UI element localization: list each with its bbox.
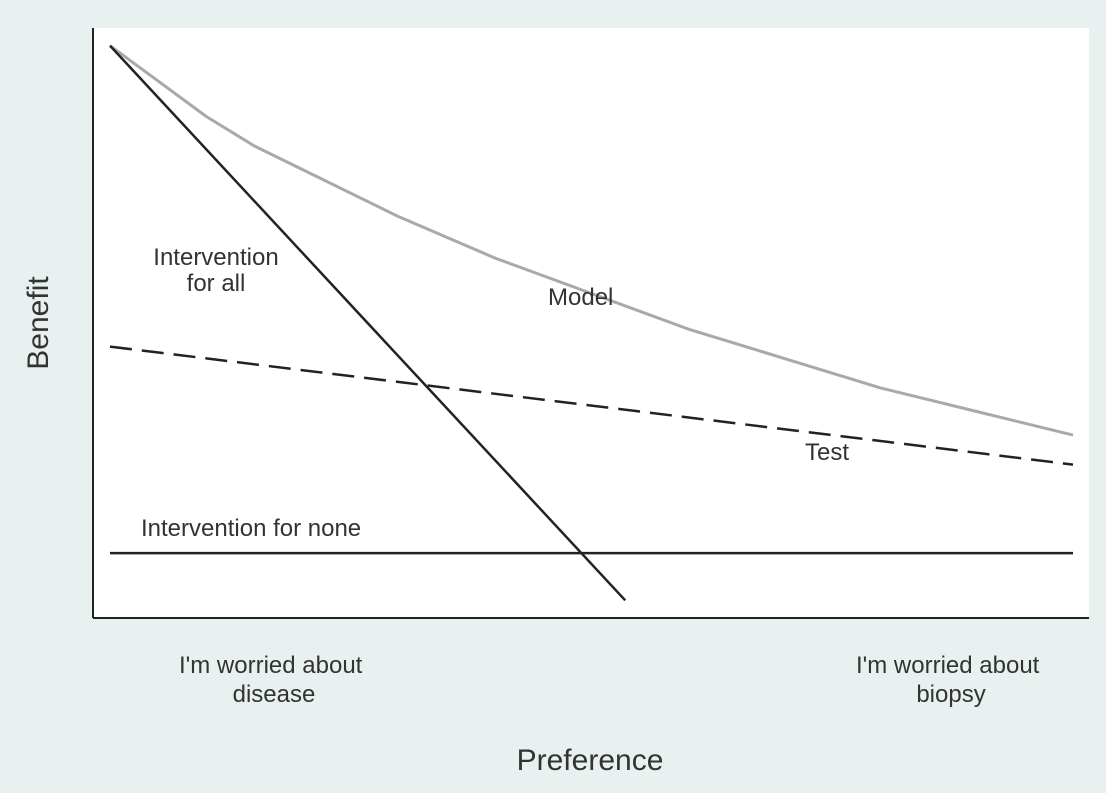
x-tick-label-right-line1: I'm worried about [856, 652, 1040, 679]
series-label-intervention-for-all-line2: for all [187, 270, 246, 297]
x-tick-label-left-line1: I'm worried about [179, 652, 363, 679]
series-label-intervention-for-all-line1: Intervention [153, 244, 278, 271]
x-tick-label-left: I'm worried about disease [179, 652, 369, 708]
x-tick-label-right: I'm worried about biopsy [856, 652, 1046, 708]
series-label-intervention-for-all: Intervention for all [153, 244, 278, 297]
series-label-test-line1: Test [805, 439, 849, 466]
series-label-intervention-for-none: Intervention for none [141, 515, 361, 542]
y-axis-title: Benefit [22, 276, 55, 370]
series-label-model: Model [548, 284, 613, 311]
series-layer [109, 44, 1074, 602]
series-label-test: Test [805, 439, 849, 466]
series-line-test [109, 345, 1074, 466]
series-line-intervention-for-all [109, 44, 627, 602]
series-line-model [109, 44, 1074, 437]
x-axis-title: Preference [517, 744, 664, 777]
x-tick-label-right-line2: biopsy [916, 681, 985, 708]
series-label-intervention-for-none-line1: Intervention for none [141, 515, 361, 542]
series-label-model-line1: Model [548, 284, 613, 311]
x-tick-label-left-line2: disease [233, 681, 316, 708]
plot-background [93, 28, 1089, 618]
